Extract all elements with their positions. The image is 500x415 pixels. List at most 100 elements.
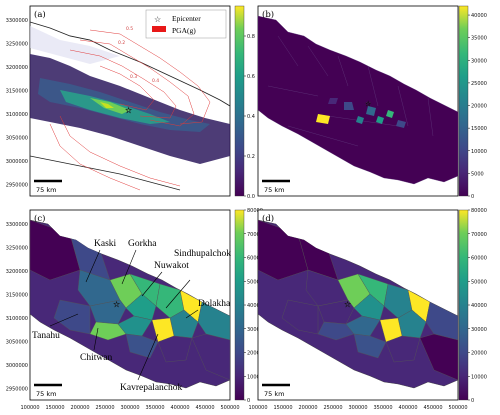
- y-tick-label: 3050000: [6, 339, 28, 345]
- x-tick-label: 200000: [70, 405, 89, 411]
- scale-bar-label: 75 km: [36, 390, 56, 398]
- y-tick-label: 3050000: [6, 135, 28, 141]
- leader-kavrepalanchok: [137, 333, 159, 381]
- colorbar-tick-label: 40000: [247, 303, 263, 309]
- y-tick-label: 3000000: [6, 159, 28, 165]
- colorbar-b: [458, 5, 469, 197]
- district-kaski: Kaski: [94, 239, 117, 249]
- x-tick-label: 100000: [248, 405, 267, 411]
- x-tick-label: 350000: [373, 405, 392, 411]
- leader-gorkha: [121, 249, 137, 285]
- panel-c-label: (c): [34, 213, 45, 224]
- x-tick-label: 400000: [170, 405, 189, 411]
- colorbar-tick-label: 0: [471, 194, 474, 200]
- colorbar-tick-label: 30000: [471, 327, 487, 333]
- y-tick-label: 3100000: [6, 316, 28, 322]
- contour-label-4: 0.4: [152, 78, 159, 84]
- colorbar-tick-label: 0.2: [247, 154, 255, 160]
- country-border-south: [29, 155, 181, 191]
- legend-pga-swatch: [152, 26, 166, 32]
- panel-b: ☆ (b) 75 km 0 5000 10000 15000 20000 25000 300…: [257, 5, 487, 200]
- x-tick-label: 500000: [220, 405, 239, 411]
- legend-epicenter-label: Epicenter: [172, 14, 201, 23]
- contour-label-1: 0.5: [126, 26, 133, 32]
- colorbar-tick-label: 40000: [471, 303, 487, 309]
- colorbar-tick-label: 25000: [471, 81, 487, 87]
- panel-c: ☆ Kaski Gorkha Nuwakot Sindhupalchok Dol…: [29, 208, 263, 404]
- legend-star-icon: ☆: [154, 15, 161, 24]
- colorbar-tick-label: 30000: [247, 327, 263, 333]
- epicenter-star-icon: ☆: [113, 300, 120, 309]
- colorbar-tick-label: 0.0: [247, 194, 255, 200]
- y-tick-label: 3300000: [6, 222, 28, 228]
- y-tick-label: 2950000: [6, 182, 28, 188]
- colorbar-d: [458, 209, 469, 401]
- x-tick-label: 450000: [423, 405, 442, 411]
- epicenter-star-icon: ☆: [365, 100, 371, 108]
- colorbar-tick-label: 15000: [471, 126, 487, 132]
- colorbar-tick-label: 0.4: [247, 114, 255, 120]
- x-tick-label: 100000: [20, 405, 39, 411]
- colorbar-tick-label: 35000: [471, 36, 487, 42]
- district-gorkha: Gorkha: [128, 239, 157, 249]
- country-border: [29, 21, 231, 107]
- contour-label-2: 0.2: [118, 40, 125, 46]
- colorbar-tick-label: 50000: [247, 279, 263, 285]
- x-tick-label: 350000: [145, 405, 164, 411]
- epicenter-star-icon: ☆: [344, 300, 351, 309]
- y-tick-label: 3150000: [6, 292, 28, 298]
- y-tick-label: 3200000: [6, 65, 28, 71]
- y-tick-label: 3000000: [6, 363, 28, 369]
- colorbar-tick-label: 20000: [247, 351, 263, 357]
- colorbar-tick-label: 0.8: [247, 34, 255, 40]
- y-tick-label: 3100000: [6, 112, 28, 118]
- x-tick-label: 150000: [273, 405, 292, 411]
- colorbar-tick-label: 30000: [471, 58, 487, 64]
- y-tick-label: 2950000: [6, 386, 28, 392]
- contour-label-3: 0.3: [130, 74, 137, 80]
- y-axis-ticks-top: 2950000 3000000 3050000 3100000 3150000 32000…: [6, 18, 28, 188]
- colorbar-tick-label: 5000: [471, 171, 484, 177]
- district-labels: [49, 249, 199, 381]
- colorbar-tick-label: 0: [471, 398, 474, 404]
- scale-bar-label: 75 km: [264, 390, 284, 398]
- y-tick-label: 3150000: [6, 88, 28, 94]
- leader-nuwakot: [141, 271, 163, 297]
- x-tick-label: 200000: [298, 405, 317, 411]
- leader-tanahu: [49, 313, 79, 327]
- colorbar-tick-label: 10000: [471, 374, 487, 380]
- colorbar-a: [234, 5, 245, 197]
- x-tick-label: 400000: [398, 405, 417, 411]
- district-chitwan: Chitwan: [80, 353, 112, 363]
- y-axis-ticks-bottom: 2950000 3000000 3050000 3100000 3150000 32000…: [6, 222, 28, 392]
- scale-bar-label: 75 km: [36, 186, 56, 194]
- x-tick-label: 300000: [348, 405, 367, 411]
- scale-bar-label: 75 km: [264, 186, 284, 194]
- colorbar-tick-label: 10000: [247, 374, 263, 380]
- x-axis-ticks-right: 100000 150000 200000 250000 300000 350000 4000…: [248, 405, 467, 411]
- epicenter-star-icon: ☆: [125, 106, 132, 115]
- leader-kaski: [85, 249, 101, 283]
- legend: ☆ Epicenter PGA(g): [145, 9, 227, 39]
- colorbar-tick-label: 20000: [471, 351, 487, 357]
- panel-d: ☆ (d) 75 km 0 10000 20000 30000 40000 50000 60…: [257, 208, 487, 404]
- legend-pga-label: PGA(g): [172, 26, 196, 35]
- x-tick-label: 250000: [323, 405, 342, 411]
- district-choropleth: [258, 220, 458, 381]
- district-choropleth: [30, 220, 230, 381]
- x-tick-label: 300000: [120, 405, 139, 411]
- leader-dolakha: [185, 309, 199, 319]
- colorbar-tick-label: 60000: [247, 256, 263, 262]
- y-tick-label: 3250000: [6, 42, 28, 48]
- vdc-choropleth: [316, 98, 406, 128]
- district-tanahu: Tanahu: [32, 331, 60, 341]
- colorbar-tick-label: 70000: [247, 232, 263, 238]
- colorbar-tick-label: 10000: [471, 149, 487, 155]
- colorbar-tick-label: 0: [247, 398, 250, 404]
- district-nuwakot: Nuwakot: [154, 261, 189, 271]
- leader-sindhupalchok: [165, 279, 191, 309]
- panel-d-label: (d): [262, 213, 274, 224]
- colorbar-tick-label: 80000: [247, 208, 263, 214]
- colorbar-tick-label: 0.6: [247, 74, 255, 80]
- pga-contours: [49, 29, 211, 191]
